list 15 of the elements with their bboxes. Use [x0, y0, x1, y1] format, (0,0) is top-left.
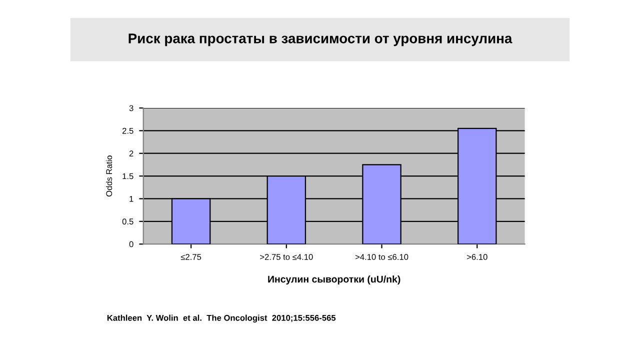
y-tick-label: 0.5 — [122, 218, 134, 224]
y-tick-label: 1.5 — [122, 173, 134, 180]
y-tick-label: 2.5 — [122, 128, 134, 134]
x-tick-label: >6.10 — [466, 254, 488, 260]
y-tick-label: 3 — [129, 105, 134, 112]
text: Kathleen Y. Wolin et al. The Oncologist 2010;15:556-565 — [107, 314, 336, 322]
y-tick-label: 1 — [130, 196, 134, 202]
y-axis-title: Odds Ratio — [106, 156, 112, 196]
x-axis-title: Инсулин сыворотки (uU/nk) — [268, 275, 400, 285]
y-tick-label: 0 — [129, 241, 134, 248]
x-tick-label: >4.10 to ≤6.10 — [355, 254, 408, 260]
x-tick-label: >2.75 to ≤4.10 — [260, 254, 313, 260]
y-tick-label: 2 — [129, 150, 134, 156]
x-tick-label: ≤2.75 — [180, 254, 202, 260]
chart-title: Риск рака простаты в зависимости от уровня инсулина — [128, 34, 512, 46]
